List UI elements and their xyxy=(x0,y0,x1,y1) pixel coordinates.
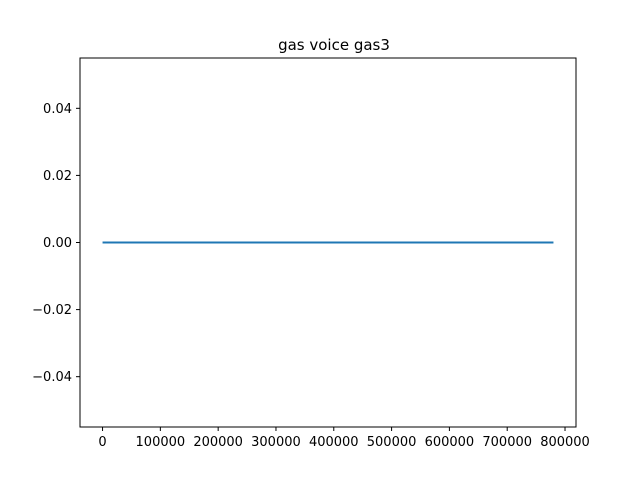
x-tick-label: 500000 xyxy=(367,435,417,450)
y-tick-label: −0.02 xyxy=(32,303,72,318)
x-tick-label: 700000 xyxy=(482,435,532,450)
y-tick-label: 0.04 xyxy=(43,102,72,117)
x-tick-label: 600000 xyxy=(425,435,475,450)
y-tick-label: 0.02 xyxy=(43,169,72,184)
x-axis: 0 100000 200000 300000 400000 500000 600000 700… xyxy=(98,427,590,450)
y-tick-label: −0.04 xyxy=(32,370,72,385)
x-tick-label: 300000 xyxy=(251,435,301,450)
y-axis: −0.04 −0.02 0.00 0.02 0.04 xyxy=(32,102,80,385)
x-tick-label: 100000 xyxy=(136,435,186,450)
x-tick-label: 0 xyxy=(98,435,106,450)
x-tick-label: 400000 xyxy=(309,435,359,450)
x-tick-label: 200000 xyxy=(193,435,243,450)
chart-title: gas voice gas3 xyxy=(278,36,390,54)
x-tick-label: 800000 xyxy=(540,435,590,450)
y-tick-label: 0.00 xyxy=(43,236,72,251)
